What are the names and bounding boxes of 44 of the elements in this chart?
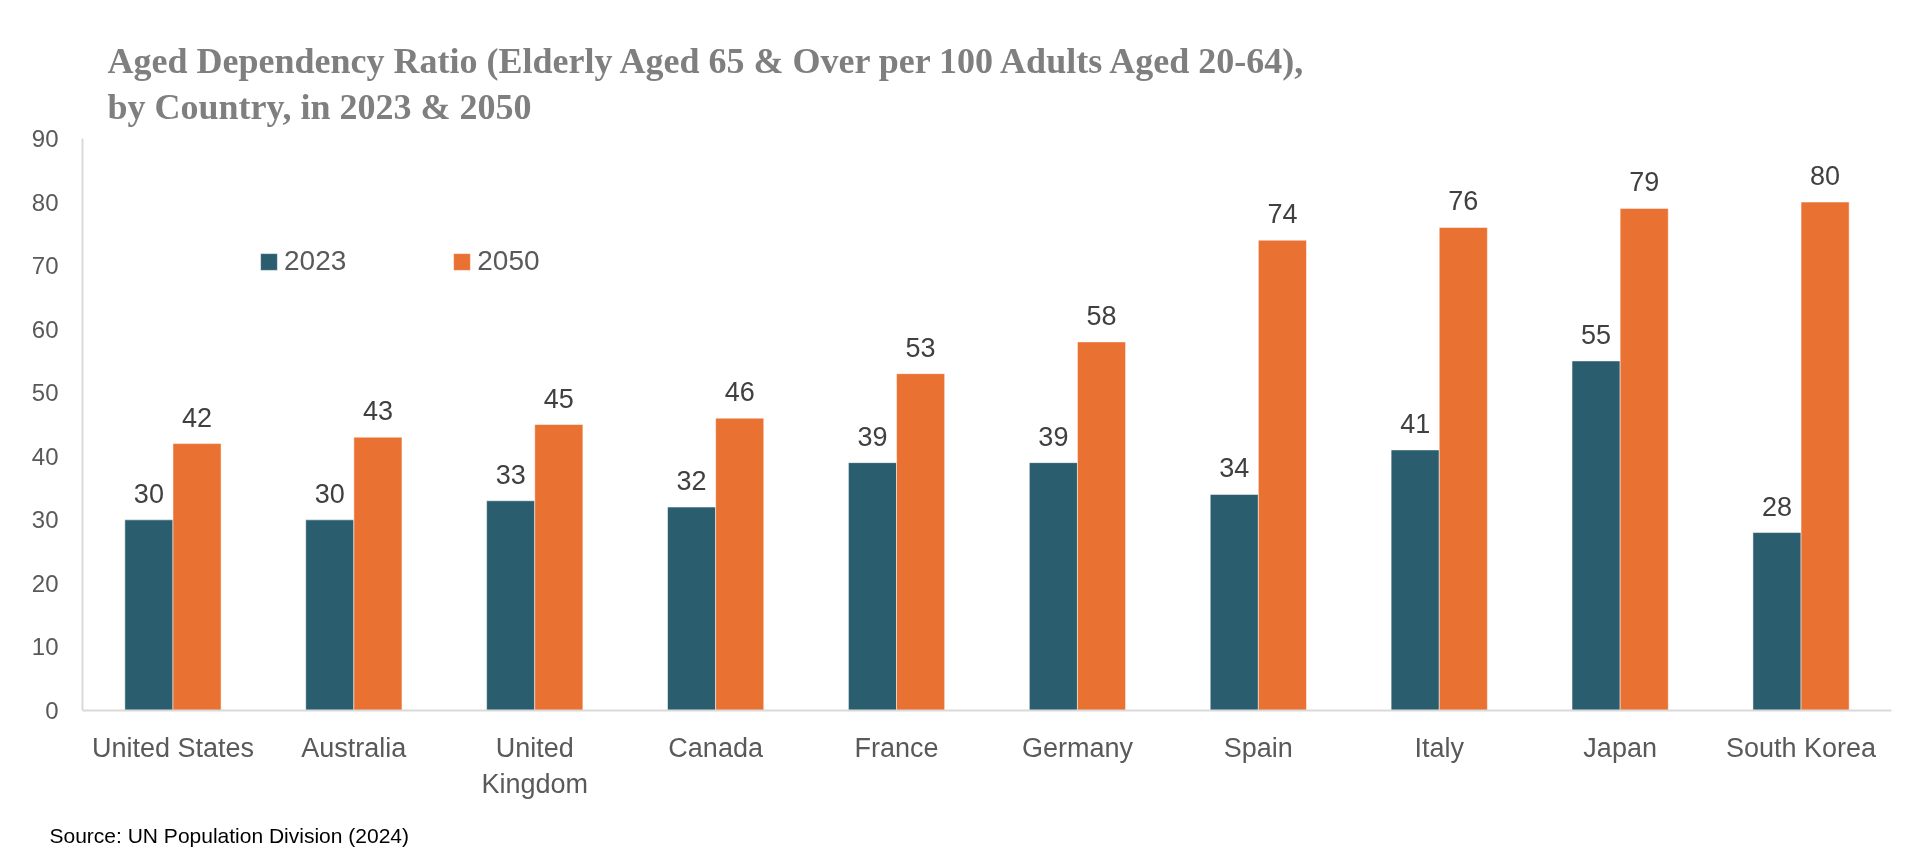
data-label: 39 [857, 421, 888, 452]
data-label: 30 [314, 478, 345, 509]
y-tick-label: 30 [31, 506, 59, 534]
data-label: 33 [495, 459, 526, 490]
y-tick-label: 80 [31, 188, 59, 216]
x-tick-label: Japan [1583, 732, 1657, 763]
data-label: 53 [905, 332, 936, 363]
data-label: 28 [1761, 491, 1793, 522]
data-label: 41 [1400, 408, 1431, 439]
x-tick-label: Australia [301, 732, 408, 763]
legend-label: 2050 [477, 245, 540, 277]
y-tick-label: 70 [31, 252, 59, 280]
y-tick-label: 60 [31, 315, 59, 343]
data-label: 79 [1629, 167, 1660, 198]
source-note: Source: UN Population Division (2024) [49, 823, 410, 847]
x-tick-label: United States [91, 732, 254, 763]
x-tick-label: South Korea [1726, 732, 1878, 763]
data-label: 32 [676, 466, 707, 497]
data-label: 45 [543, 383, 574, 414]
y-tick-label: 20 [31, 569, 59, 597]
data-label: 39 [1038, 421, 1069, 452]
data-label: 30 [133, 478, 164, 509]
y-tick-label: 40 [31, 442, 59, 470]
y-tick-label: 90 [31, 125, 59, 152]
data-label: 80 [1810, 161, 1841, 192]
data-label: 55 [1581, 319, 1612, 350]
data-label: 58 [1086, 300, 1117, 331]
x-tick-label: Germany [1021, 732, 1134, 763]
y-tick-label: 0 [45, 697, 59, 724]
legend-label: 2023 [284, 245, 347, 277]
x-tick-label: Spain [1223, 732, 1293, 763]
x-tick-label: Italy [1414, 732, 1465, 763]
data-label: 34 [1219, 453, 1250, 484]
data-label: 74 [1267, 199, 1298, 230]
data-label: 46 [724, 377, 755, 408]
data-label: 76 [1448, 186, 1479, 217]
data-label: 43 [362, 396, 393, 427]
x-tick-label: France [854, 732, 939, 763]
x-tick-label: United Kingdom [481, 732, 589, 799]
y-tick-label: 50 [31, 379, 59, 407]
y-tick-label: 10 [31, 633, 59, 661]
x-tick-label: Canada [668, 732, 764, 763]
chart-title: Aged Dependency Ratio (Elderly Aged 65 & Over per 100 Adults Aged 20-64), by Country, in 2023 & 2050 [107, 40, 1304, 127]
data-label: 42 [181, 402, 213, 433]
